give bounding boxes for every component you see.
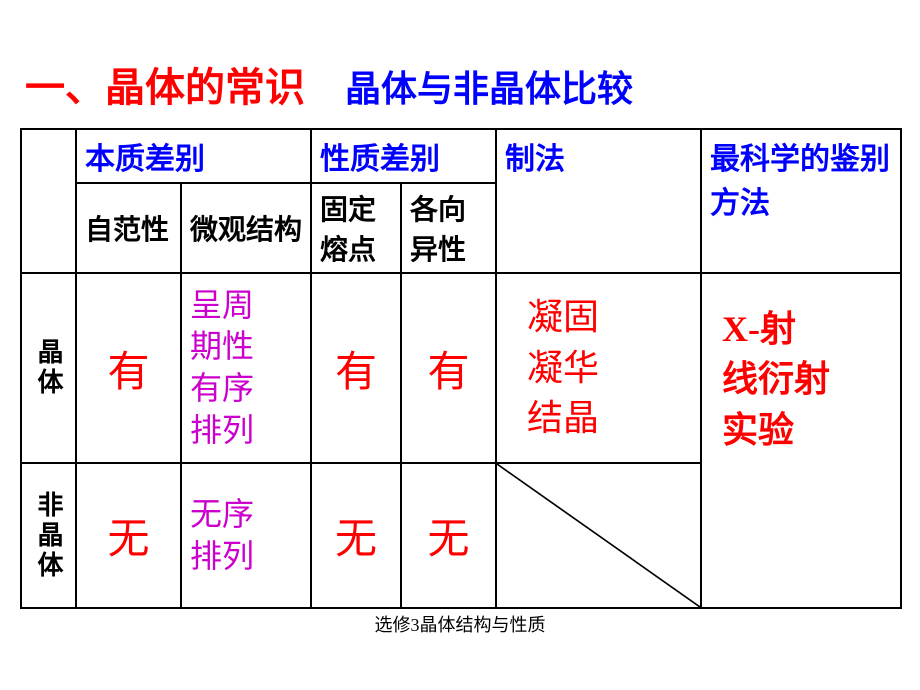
noncrystal-melting: 无	[311, 463, 401, 608]
header-essential: 本质差别	[76, 129, 311, 183]
crystal-melting: 有	[311, 273, 401, 463]
corner-cell	[21, 129, 76, 273]
crystal-selflimit: 有	[76, 273, 181, 463]
comparison-table: 本质差别 性质差别 制法 最科学的鉴别方法 自范性 微观结构 固定熔点 各向异性…	[20, 128, 902, 609]
main-title: 一、晶体的常识	[25, 55, 305, 113]
crystal-anisotropy: 有	[401, 273, 496, 463]
noncrystal-microstructure: 无序排列	[181, 463, 311, 608]
crystal-microstructure: 呈周期性有序排列	[181, 273, 311, 463]
noncrystal-preparation-diagonal	[496, 463, 701, 608]
crystal-row: 晶体 有 呈周期性有序排列 有 有 凝固凝华结晶 X-射线衍射实验	[21, 273, 901, 463]
footer-text: 选修3晶体结构与性质	[0, 611, 920, 637]
crystal-preparation: 凝固凝华结晶	[496, 273, 701, 463]
header-preparation: 制法	[496, 129, 701, 273]
subheader-selflimit: 自范性	[76, 183, 181, 273]
title-row: 一、晶体的常识 晶体与非晶体比较	[0, 0, 920, 128]
header-row-1: 本质差别 性质差别 制法 最科学的鉴别方法	[21, 129, 901, 183]
noncrystal-anisotropy: 无	[401, 463, 496, 608]
diagonal-line-icon	[497, 464, 700, 607]
noncrystal-label: 非晶体	[21, 463, 76, 608]
header-identification: 最科学的鉴别方法	[701, 129, 901, 273]
noncrystal-selflimit: 无	[76, 463, 181, 608]
subheader-microstructure: 微观结构	[181, 183, 311, 273]
sub-title: 晶体与非晶体比较	[345, 60, 633, 112]
subheader-melting: 固定熔点	[311, 183, 401, 273]
comparison-table-container: 本质差别 性质差别 制法 最科学的鉴别方法 自范性 微观结构 固定熔点 各向异性…	[20, 128, 900, 609]
crystal-label: 晶体	[21, 273, 76, 463]
subheader-anisotropy: 各向异性	[401, 183, 496, 273]
identification-cell: X-射线衍射实验	[701, 273, 901, 608]
header-property: 性质差别	[311, 129, 496, 183]
